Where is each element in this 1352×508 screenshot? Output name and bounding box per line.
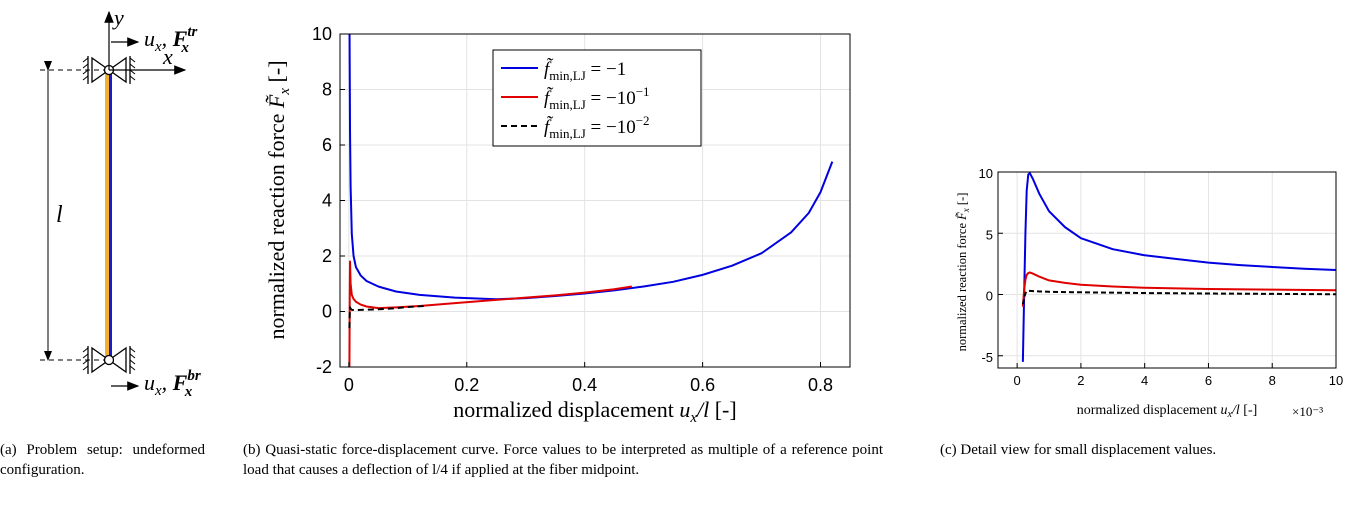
bottom-support [82, 346, 136, 374]
x-tick-label: 6 [1205, 373, 1212, 388]
top-load-label: ux, Ftr x [144, 24, 198, 56]
caption-b: (b) Quasi-static force-displacement curv… [243, 442, 883, 478]
x-tick-label: 8 [1269, 373, 1276, 388]
x-tick-label: 4 [1141, 373, 1148, 388]
x-tick-label: 10 [1329, 373, 1343, 388]
detail-view-chart: 0 2 4 6 8 10 -5 0 5 10 normalized displacement ux… [955, 166, 1343, 420]
y-tick-label: -2 [316, 357, 332, 377]
chart-c-xlabel: normalized displacement ux/l [-] [1077, 403, 1258, 420]
y-tick-label: 6 [322, 135, 332, 155]
x-axis-label: x [162, 44, 173, 69]
y-tick-label: 8 [322, 80, 332, 100]
series-line-3 [1021, 289, 1337, 305]
series-line-2 [348, 260, 633, 368]
y-tick-label: 2 [322, 246, 332, 266]
y-tick-label: -5 [981, 350, 993, 365]
problem-setup-diagram: l y x ux, Ftr x ux, Fbr x [40, 5, 201, 400]
force-displacement-chart: 0 0.2 0.4 0.6 0.8 -2 0 2 4 6 8 10 normalized displa… [264, 24, 851, 426]
bottom-load-label: ux, Fbr x [144, 368, 201, 400]
chart-c-ylabel: normalized reaction force F̃x [-] [955, 193, 971, 352]
x-tick-label: 0 [344, 375, 354, 395]
caption-a: (a) Problem setup: undeformed configurat… [0, 442, 205, 478]
x-tick-label: 0.2 [454, 375, 479, 395]
chart-b-xlabel: normalized displacement ux/l [-] [453, 397, 736, 426]
chart-b-ylabel: normalized reaction force F̃x [-] [264, 60, 293, 339]
y-tick-label: 0 [986, 289, 993, 304]
y-tick-label: 5 [986, 227, 993, 242]
y-tick-label: 10 [312, 24, 332, 44]
series-line-3 [348, 304, 426, 329]
y-tick-label: 10 [979, 166, 993, 181]
chart-c-exponent: ×10⁻³ [1292, 404, 1323, 419]
y-tick-label: 0 [322, 302, 332, 322]
x-tick-label: 0.6 [690, 375, 715, 395]
x-tick-label: 0.8 [808, 375, 833, 395]
fiber-left-half [105, 73, 109, 358]
caption-c: (c) Detail view for small displacement v… [940, 442, 1217, 458]
y-axis-label: y [112, 5, 124, 30]
series-line-2 [1021, 271, 1337, 307]
fiber-right-half [109, 73, 112, 358]
y-tick-label: 4 [322, 191, 332, 211]
x-tick-label: 2 [1077, 373, 1084, 388]
series-line-1 [1021, 172, 1337, 362]
x-tick-label: 0 [1014, 373, 1021, 388]
chart-b-legend: f̃min,LJ = −1 f̃min,LJ = −10−1 f̃min,LJ … [492, 49, 702, 147]
x-tick-label: 0.4 [572, 375, 597, 395]
length-label: l [56, 202, 63, 228]
